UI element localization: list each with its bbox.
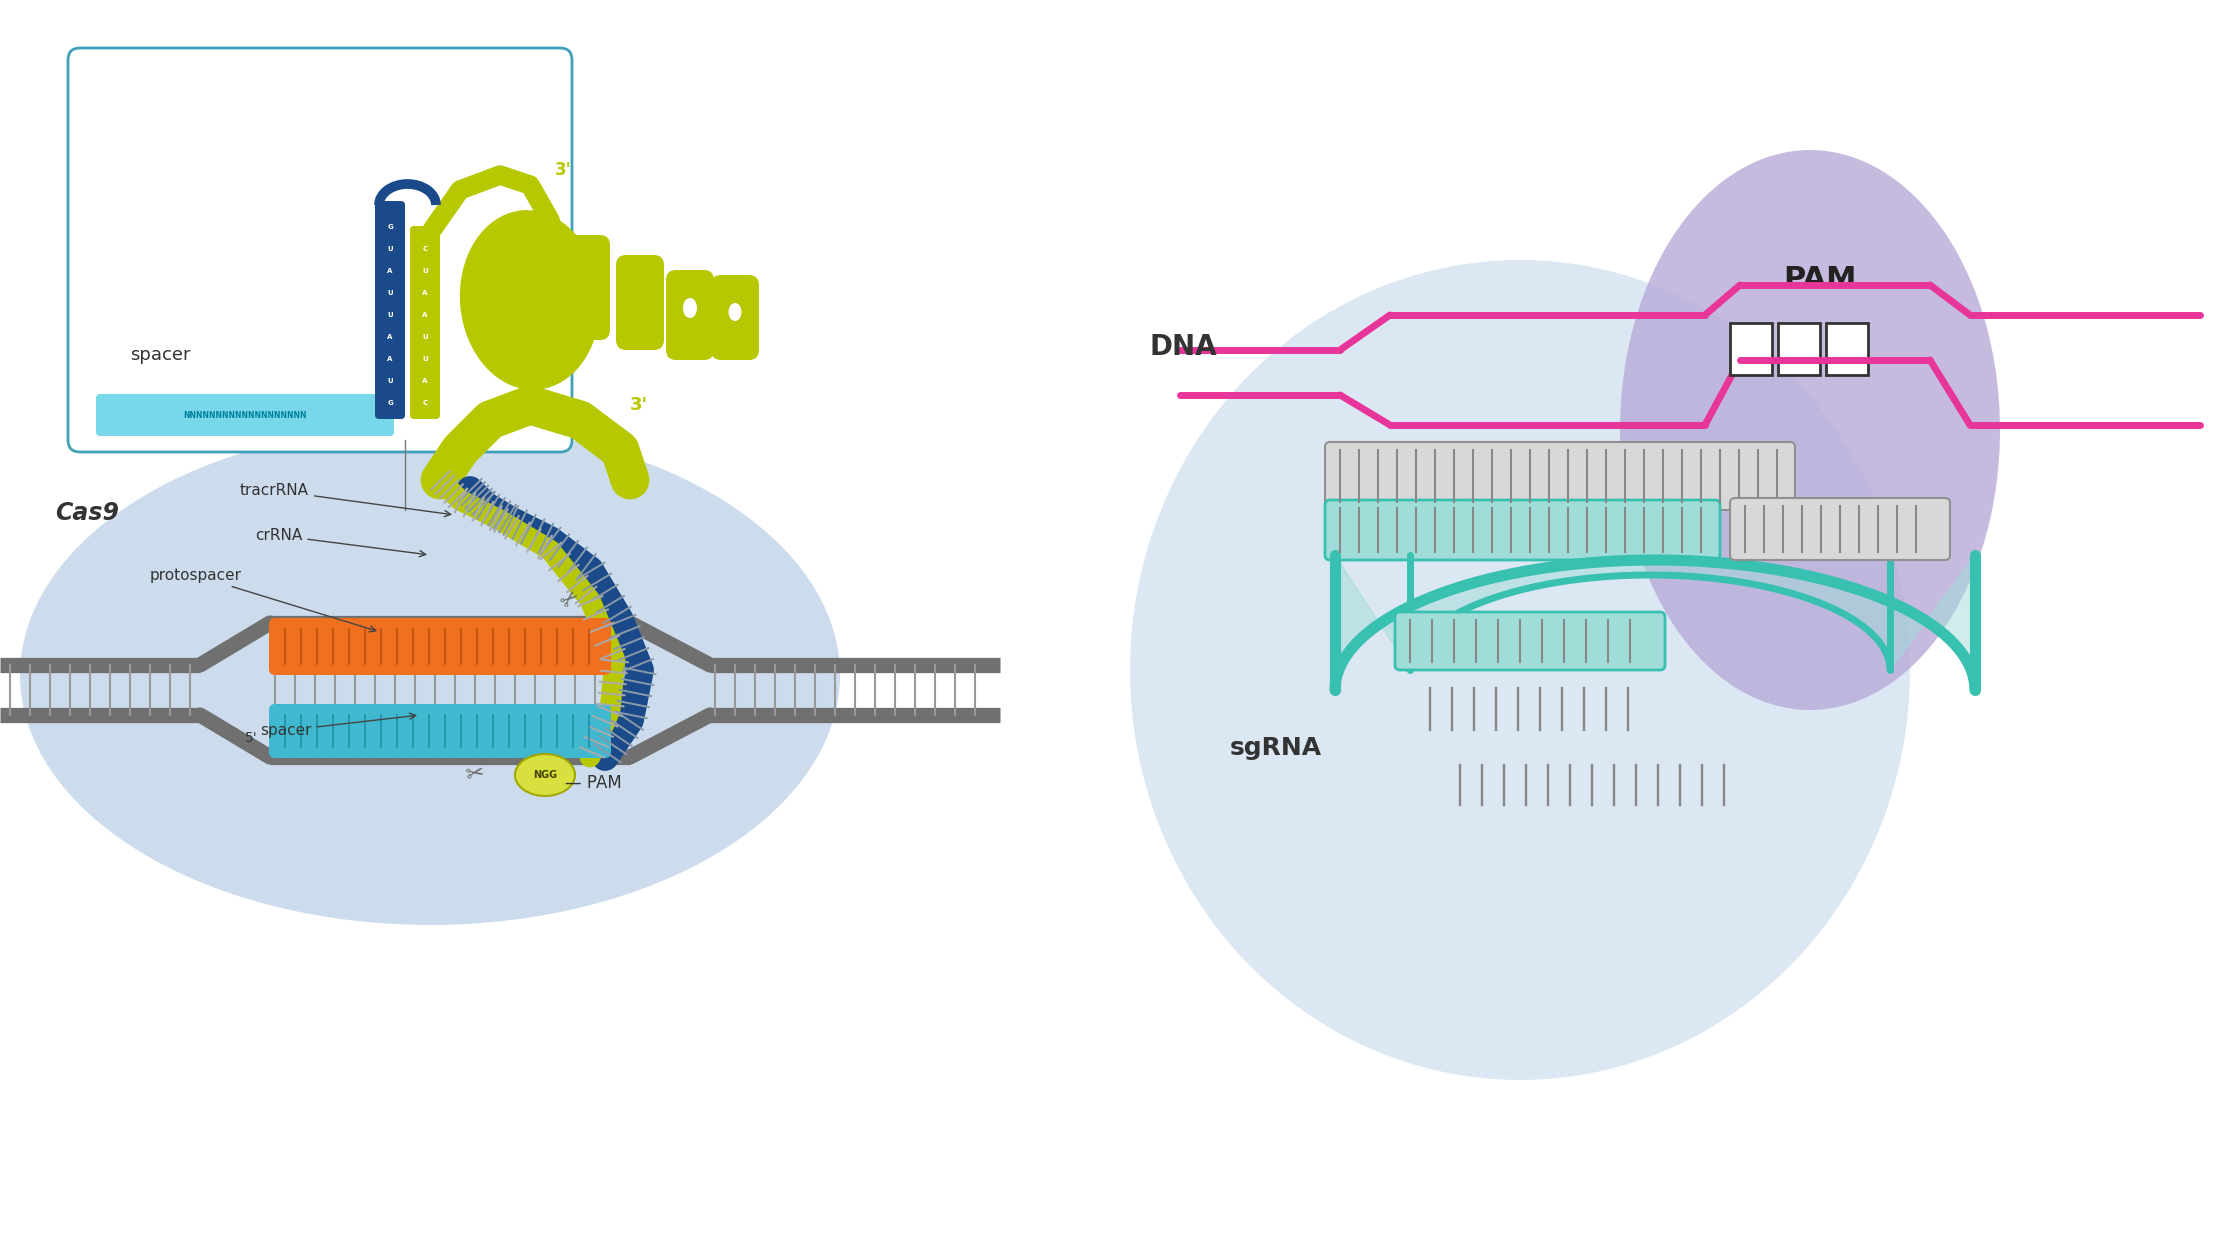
Ellipse shape — [20, 425, 840, 925]
Text: ✂: ✂ — [464, 764, 486, 786]
Text: spacer: spacer — [130, 346, 190, 364]
FancyBboxPatch shape — [560, 236, 609, 340]
FancyBboxPatch shape — [67, 48, 571, 452]
FancyBboxPatch shape — [1326, 442, 1794, 510]
Ellipse shape — [728, 302, 741, 321]
FancyBboxPatch shape — [374, 202, 405, 420]
Text: PAM: PAM — [1783, 266, 1857, 295]
Text: NGG: NGG — [533, 770, 558, 780]
FancyBboxPatch shape — [269, 704, 612, 759]
Text: Cas9: Cas9 — [56, 501, 119, 525]
FancyBboxPatch shape — [1729, 498, 1951, 559]
Text: A: A — [423, 312, 428, 318]
FancyBboxPatch shape — [665, 270, 715, 360]
Text: G: G — [388, 224, 392, 231]
Text: NNNNNNNNNNNNNNNNNNN: NNNNNNNNNNNNNNNNNNN — [184, 411, 307, 420]
Text: U: U — [421, 334, 428, 340]
Text: 3': 3' — [556, 161, 571, 179]
Text: 3': 3' — [629, 396, 647, 415]
Text: U: U — [421, 268, 428, 273]
Bar — [1779, 323, 1821, 375]
Text: U: U — [388, 312, 392, 318]
Text: U: U — [388, 290, 392, 296]
Text: U: U — [388, 246, 392, 252]
Text: 5': 5' — [244, 731, 258, 745]
FancyBboxPatch shape — [1396, 612, 1664, 670]
Text: sgRNA: sgRNA — [1230, 736, 1322, 760]
Text: A: A — [423, 378, 428, 384]
FancyBboxPatch shape — [710, 275, 759, 360]
Text: C: C — [423, 246, 428, 252]
Ellipse shape — [1620, 150, 2000, 709]
Ellipse shape — [459, 210, 600, 389]
Ellipse shape — [515, 753, 576, 796]
Text: crRNA: crRNA — [255, 528, 426, 557]
Text: — PAM: — PAM — [564, 774, 623, 793]
Text: A: A — [388, 268, 392, 273]
Text: A: A — [388, 334, 392, 340]
FancyBboxPatch shape — [410, 226, 439, 420]
Bar — [1826, 323, 1868, 375]
Bar — [1729, 323, 1772, 375]
Ellipse shape — [1129, 260, 1911, 1080]
Text: protospacer: protospacer — [150, 568, 376, 631]
Text: A: A — [388, 357, 392, 362]
FancyBboxPatch shape — [96, 394, 394, 436]
Text: G: G — [388, 399, 392, 406]
Text: U: U — [388, 378, 392, 384]
Text: DNA: DNA — [1149, 333, 1219, 362]
Text: tracrRNA: tracrRNA — [240, 483, 450, 517]
Text: U: U — [421, 357, 428, 362]
Ellipse shape — [683, 299, 697, 318]
Text: C: C — [423, 399, 428, 406]
Text: ✂: ✂ — [556, 586, 585, 614]
Text: A: A — [423, 290, 428, 296]
FancyBboxPatch shape — [269, 617, 612, 675]
FancyBboxPatch shape — [1326, 500, 1720, 559]
Text: spacer: spacer — [260, 713, 417, 738]
Polygon shape — [1335, 554, 1976, 690]
FancyBboxPatch shape — [616, 255, 663, 350]
